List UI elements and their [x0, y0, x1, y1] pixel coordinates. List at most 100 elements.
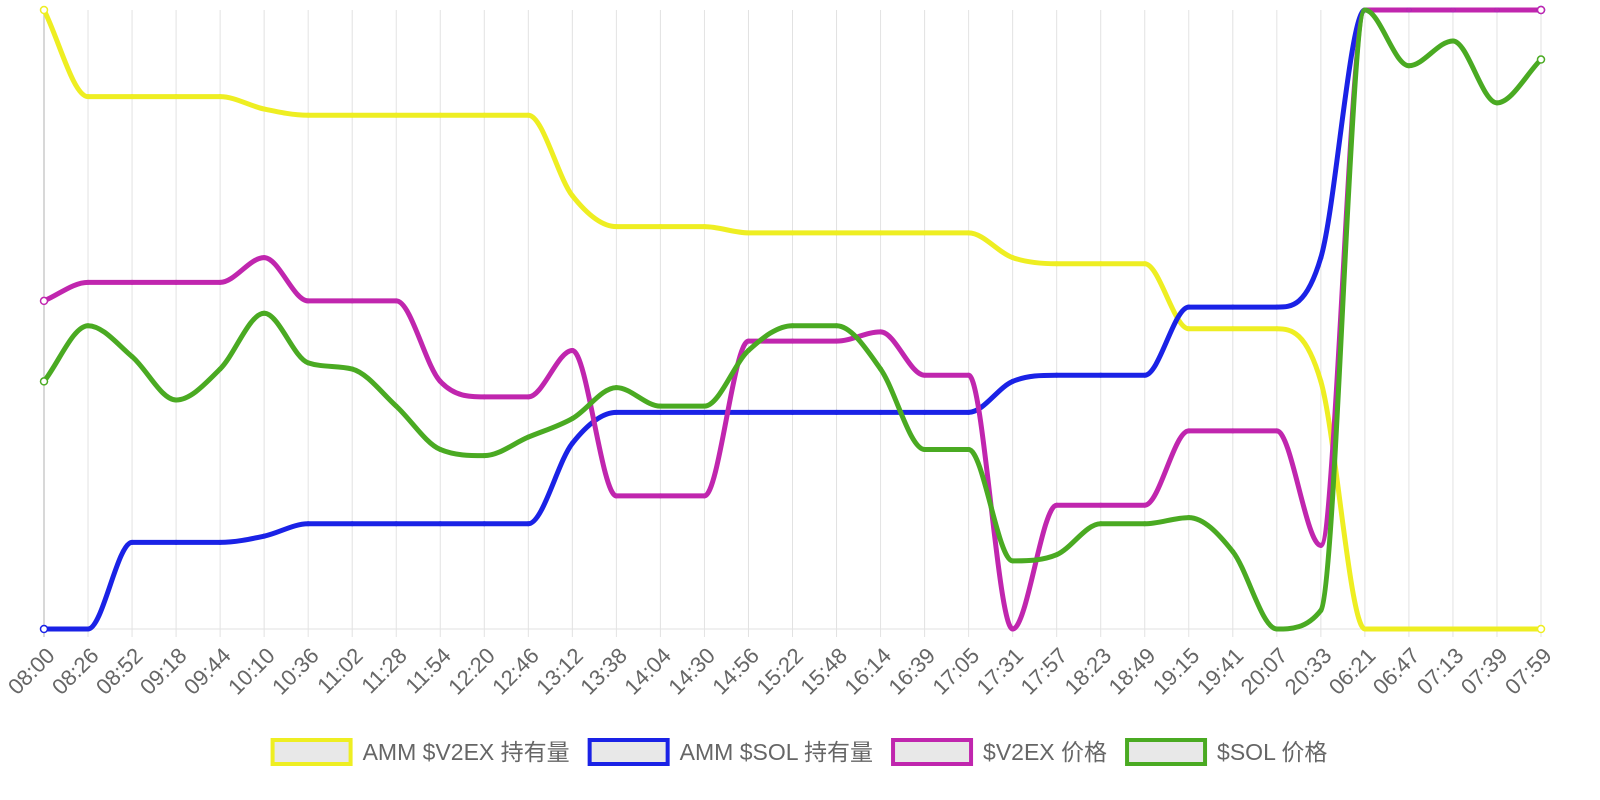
data-point — [1536, 624, 1546, 634]
data-point — [217, 539, 223, 545]
data-point — [1098, 372, 1104, 378]
legend-item[interactable]: $V2EX 价格 — [891, 738, 1107, 766]
data-point — [1274, 304, 1280, 310]
data-point — [39, 296, 49, 306]
data-point — [1318, 542, 1324, 548]
data-point — [129, 94, 135, 100]
legend: AMM $V2EX 持有量 AMM $SOL 持有量 $V2EX 价格 $SOL 价格 — [270, 738, 1327, 766]
data-point — [878, 329, 884, 335]
data-point — [525, 394, 531, 400]
data-point — [39, 624, 49, 634]
data-point — [481, 453, 487, 459]
data-point — [1098, 521, 1104, 527]
x-tick-label: 12:46 — [487, 643, 544, 700]
x-tick-label: 20:07 — [1236, 643, 1293, 700]
data-point — [1494, 626, 1500, 632]
data-point — [878, 366, 884, 372]
x-tick-label: 18:23 — [1060, 643, 1117, 700]
data-point — [1494, 100, 1500, 106]
data-point — [173, 94, 179, 100]
data-point — [569, 193, 575, 199]
legend-item[interactable]: AMM $SOL 持有量 — [587, 738, 873, 766]
data-point — [834, 409, 840, 415]
data-point — [569, 440, 575, 446]
data-point — [1142, 372, 1148, 378]
data-point — [349, 521, 355, 527]
x-tick-label: 19:41 — [1192, 643, 1249, 700]
x-tick-label: 07:39 — [1456, 643, 1513, 700]
data-point — [966, 446, 972, 452]
data-point — [85, 94, 91, 100]
data-point — [922, 230, 928, 236]
data-point — [966, 230, 972, 236]
x-tick-label: 10:10 — [223, 643, 280, 700]
x-tick-label: 11:02 — [312, 643, 367, 698]
data-point — [613, 385, 619, 391]
data-point — [745, 338, 751, 344]
data-point — [966, 372, 972, 378]
legend-item[interactable]: AMM $V2EX 持有量 — [270, 738, 570, 766]
data-point — [657, 409, 663, 415]
x-tick-label: 17:57 — [1016, 643, 1073, 700]
data-point — [878, 409, 884, 415]
x-tick-label: 17:31 — [972, 643, 1029, 700]
data-point — [745, 409, 751, 415]
data-point — [349, 366, 355, 372]
data-point — [437, 446, 443, 452]
legend-label: $V2EX 价格 — [983, 739, 1107, 765]
data-point — [349, 112, 355, 118]
legend-swatch — [270, 738, 353, 766]
data-point — [393, 112, 399, 118]
x-tick-label: 12:20 — [443, 643, 500, 700]
legend-item[interactable]: $SOL 价格 — [1125, 738, 1327, 766]
data-point — [613, 224, 619, 230]
data-point — [1406, 626, 1412, 632]
data-point — [393, 298, 399, 304]
data-point — [1142, 502, 1148, 508]
x-tick-label: 15:22 — [751, 643, 808, 700]
data-point — [790, 230, 795, 236]
series-points — [39, 5, 1546, 634]
data-point — [525, 112, 531, 118]
x-tick-label: 14:04 — [619, 643, 676, 700]
data-point — [701, 409, 707, 415]
data-point — [1098, 502, 1104, 508]
data-point — [834, 323, 840, 329]
data-point — [1450, 626, 1456, 632]
data-point — [1142, 261, 1148, 267]
data-point — [305, 298, 311, 304]
data-point — [657, 224, 663, 230]
data-point — [129, 539, 135, 545]
data-point — [966, 409, 972, 415]
data-point — [1536, 5, 1546, 15]
data-point — [1098, 261, 1104, 267]
data-point — [657, 403, 663, 409]
x-tick-label: 08:00 — [3, 643, 60, 700]
data-point — [85, 279, 91, 285]
data-point — [217, 279, 223, 285]
data-point — [1274, 626, 1280, 632]
data-point — [834, 338, 840, 344]
data-point — [1274, 428, 1280, 434]
data-point — [129, 354, 135, 360]
data-point — [393, 521, 399, 527]
data-point — [217, 94, 223, 100]
data-point — [1318, 255, 1324, 261]
data-point — [1010, 255, 1016, 261]
x-tick-label: 16:14 — [839, 643, 896, 700]
data-point — [1054, 502, 1060, 508]
data-point — [1450, 38, 1456, 44]
data-point — [745, 230, 751, 236]
legend-label: AMM $V2EX 持有量 — [363, 739, 570, 765]
data-point — [39, 5, 49, 15]
data-point — [1274, 326, 1280, 332]
data-point — [922, 409, 928, 415]
data-point — [1406, 7, 1412, 13]
data-point — [1318, 607, 1324, 613]
data-point — [701, 224, 707, 230]
x-tick-label: 08:52 — [91, 643, 148, 700]
data-point — [1230, 428, 1236, 434]
data-point — [129, 279, 135, 285]
data-point — [1186, 515, 1192, 521]
x-tick-label: 06:47 — [1368, 643, 1425, 700]
